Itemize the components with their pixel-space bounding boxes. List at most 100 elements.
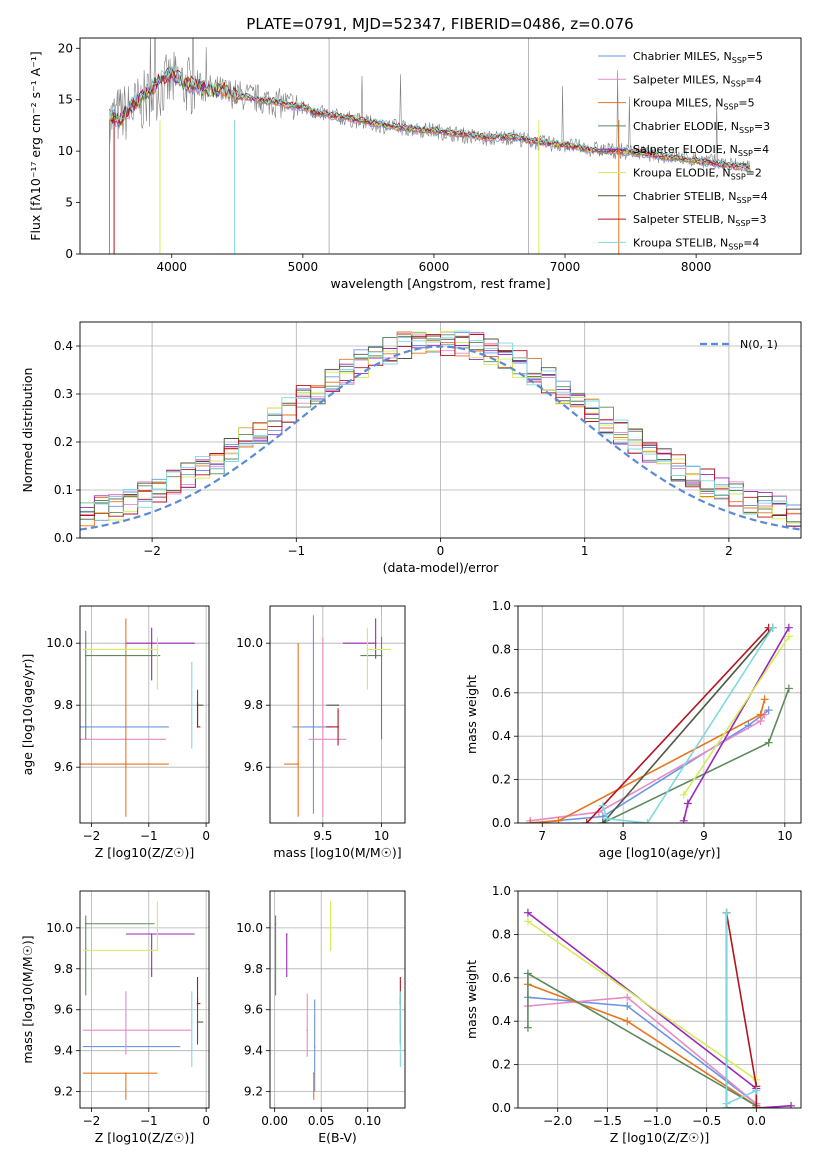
legend-entry-4: Salpeter ELODIE, NSSP=4	[633, 143, 769, 158]
weight-marker-3	[784, 684, 793, 693]
weight-marker-5	[523, 917, 532, 926]
legend-label: Salpeter ELODIE, N	[633, 143, 738, 156]
legend-rest: =4	[743, 236, 759, 249]
hist-step-8	[80, 330, 801, 538]
legend-label: Chabrier STELIB, N	[633, 190, 737, 203]
x-tick-label: 0.10	[354, 1114, 381, 1128]
data-point-3	[84, 922, 87, 925]
plot-area	[270, 891, 405, 1108]
panel-age-vs-mass: 9.5 10 9.6 9.8 10.0 mass [log10(M/M☉)]	[236, 605, 406, 860]
x-axis-label: wavelength [Angstrom, rest frame]	[330, 276, 550, 291]
data-point-8	[191, 1021, 193, 1023]
axes-frame	[79, 321, 802, 539]
y-tick-label: 0.8	[492, 642, 511, 656]
data-point-3	[274, 922, 277, 925]
x-tick-label: 0.05	[308, 1114, 335, 1128]
x-axis-label: (data-model)/error	[383, 560, 500, 575]
weight-marker-7	[582, 819, 591, 823]
y-tick-label: 9.8	[244, 698, 263, 712]
data-point-1	[125, 1029, 127, 1032]
x-axis-label: age [log10(age/yr)]	[599, 845, 721, 860]
legend-label: Kroupa STELIB, N	[633, 236, 728, 249]
x-tick-label: −1	[140, 829, 158, 843]
y-axis-label: mass weight	[464, 960, 479, 1039]
x-tick-label: 0	[202, 1114, 210, 1128]
x-tick-label: 8000	[681, 260, 712, 274]
weight-marker-5	[679, 790, 688, 799]
data-point-4	[374, 642, 377, 644]
data-point-7	[337, 726, 339, 728]
legend-rest: =4	[753, 143, 769, 156]
legend-label: Kroupa ELODIE, N	[633, 167, 731, 180]
y-tick-label: 9.2	[244, 1085, 263, 1099]
weight-marker-0	[623, 1002, 632, 1011]
x-axis-label: E(B-V)	[318, 1130, 357, 1145]
panel-mass-weight-vs-age: 7 8 9 10 0.0 0.2 0.4 0.6 0.8 1.0 age [log10(age/yr…	[464, 599, 802, 860]
axes-frame	[269, 605, 406, 824]
weight-line-8	[602, 627, 774, 823]
legend-normal-label: N(0, 1)	[740, 338, 778, 351]
data-point-0	[313, 1045, 316, 1048]
legend-entry-0: Chabrier MILES, NSSP=5	[633, 50, 763, 65]
axes-frame	[269, 890, 406, 1109]
panel-mass-weight-vs-Z: −2.0 −1.5 −1.0 −0.5 0.0 0.0 0.2 0.4 0.6 0.8 1.0 Z […	[464, 884, 802, 1145]
weight-marker-2	[623, 1017, 632, 1026]
x-tick-label: 5000	[288, 260, 319, 274]
y-axis-label: Flux [fλ10⁻¹⁷ erg cm⁻² s⁻¹ A⁻¹]	[28, 51, 43, 240]
data-point-0	[312, 726, 315, 728]
weight-marker-4	[784, 623, 793, 632]
weight-line-7	[586, 627, 770, 823]
plot-area	[518, 891, 801, 1108]
y-tick-label: 0.3	[54, 387, 73, 401]
x-axis-label: Z [log10(Z/Z☉)]	[95, 1130, 195, 1145]
y-tick-label: 0.4	[492, 1014, 511, 1028]
data-point-2	[297, 763, 299, 765]
x-tick-label: 4000	[156, 260, 187, 274]
legend-entry-6: Chabrier STELIB, NSSP=4	[633, 190, 768, 205]
x-tick-label: 9	[700, 829, 708, 843]
weight-line-0	[527, 996, 758, 1108]
legend-label: Salpeter MILES, N	[633, 73, 731, 86]
x-tick-label: −2	[83, 829, 101, 843]
y-tick-label: 0	[65, 247, 73, 261]
y-tick-label: 1.0	[492, 599, 511, 613]
y-tick-label: 15	[58, 93, 73, 107]
data-point-5	[366, 648, 369, 651]
weight-line-0	[530, 709, 770, 823]
x-tick-label: −2.0	[543, 1114, 572, 1128]
data-point-4	[150, 933, 153, 935]
axes-frame	[517, 605, 802, 824]
axes-frame	[79, 890, 210, 1109]
y-tick-label: 5	[65, 196, 73, 210]
x-tick-label: 2	[725, 544, 733, 558]
weight-line-5	[683, 635, 790, 796]
y-tick-label: 9.8	[244, 962, 263, 976]
weight-marker-4	[679, 816, 688, 823]
weight-marker-8	[602, 814, 611, 823]
legend-sub: SSP	[723, 103, 738, 112]
y-tick-label: 0.2	[492, 1058, 511, 1072]
legend-entry-8: Kroupa STELIB, NSSP=4	[633, 236, 759, 251]
weight-line-4	[527, 912, 792, 1108]
axes-frame	[517, 890, 802, 1109]
x-tick-label: 0.0	[747, 1114, 766, 1128]
y-tick-label: 9.4	[54, 1044, 73, 1058]
normal-curve	[80, 345, 801, 531]
panel-mass-vs-Z: −2 −1 0 9.2 9.4 9.6 9.8 10.0 Z [log10(Z/Z☉)] mass…	[20, 890, 210, 1145]
panel-ebv: 0.00 0.05 0.10 9.2 9.4 9.6 9.8 10.0 E(B-V)	[236, 890, 406, 1145]
x-axis-label: Z [log10(Z/Z☉)]	[610, 1130, 710, 1145]
x-tick-label: −0.5	[692, 1114, 721, 1128]
legend-rest: =4	[752, 190, 768, 203]
legend-rest: =5	[738, 97, 754, 110]
y-tick-label: 9.4	[244, 1044, 263, 1058]
weight-marker-2	[760, 695, 769, 704]
weight-marker-3	[523, 1023, 532, 1032]
y-tick-label: 0.0	[54, 531, 73, 545]
weight-marker-8	[598, 801, 607, 810]
y-tick-label: 0.4	[54, 339, 73, 353]
legend-sub: SSP	[737, 196, 752, 205]
x-tick-label: −1.5	[593, 1114, 622, 1128]
data-point-6	[196, 1021, 199, 1023]
y-tick-label: 0.0	[492, 1101, 511, 1115]
data-point-2	[125, 763, 127, 765]
